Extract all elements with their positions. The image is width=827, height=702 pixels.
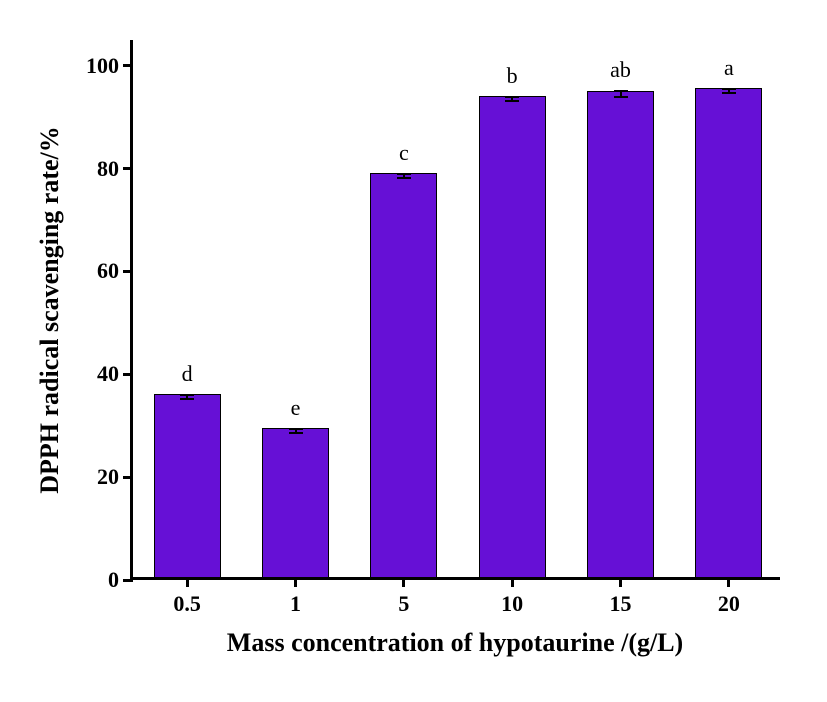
error-bar-cap [180, 394, 194, 396]
bar-chart: 0 20 40 60 80 100 0.5 d 1 e 5 c 10 b 15 ab 20 a DPPH radi… [0, 0, 827, 702]
bar [154, 394, 221, 577]
significance-label: b [507, 63, 518, 89]
error-bar-cap [289, 428, 303, 430]
x-tick-label: 10 [501, 577, 523, 617]
y-axis-title: DPPH radical scavenging rate/% [35, 126, 65, 494]
error-bar-cap [397, 173, 411, 175]
error-bar-cap [614, 96, 628, 98]
error-bar-cap [180, 398, 194, 400]
y-tick-label: 40 [97, 361, 133, 387]
x-tick-label: 0.5 [173, 577, 201, 617]
x-axis-title: Mass concentration of hypotaurine /(g/L) [227, 628, 683, 658]
y-tick-label: 100 [86, 53, 133, 79]
error-bar-cap [397, 177, 411, 179]
error-bar-cap [505, 96, 519, 98]
significance-label: e [291, 395, 301, 421]
y-tick-label: 0 [108, 567, 133, 593]
error-bar-cap [722, 92, 736, 94]
error-bar-cap [289, 432, 303, 434]
significance-label: ab [610, 57, 631, 83]
x-tick-label: 5 [398, 577, 409, 617]
bar [587, 91, 654, 577]
bar [370, 173, 437, 577]
significance-label: c [399, 140, 409, 166]
y-tick-label: 20 [97, 464, 133, 490]
bar [262, 428, 329, 577]
y-tick-label: 80 [97, 156, 133, 182]
x-tick-label: 20 [718, 577, 740, 617]
y-tick-label: 60 [97, 258, 133, 284]
error-bar-cap [505, 100, 519, 102]
bar [479, 96, 546, 577]
error-bar-cap [614, 90, 628, 92]
plot-area: 0204060801000.5d1e5c10b15ab20a [130, 40, 780, 580]
error-bar-cap [722, 88, 736, 90]
x-tick-label: 1 [290, 577, 301, 617]
bar [695, 88, 762, 577]
significance-label: d [182, 361, 193, 387]
x-tick-label: 15 [610, 577, 632, 617]
significance-label: a [724, 55, 734, 81]
